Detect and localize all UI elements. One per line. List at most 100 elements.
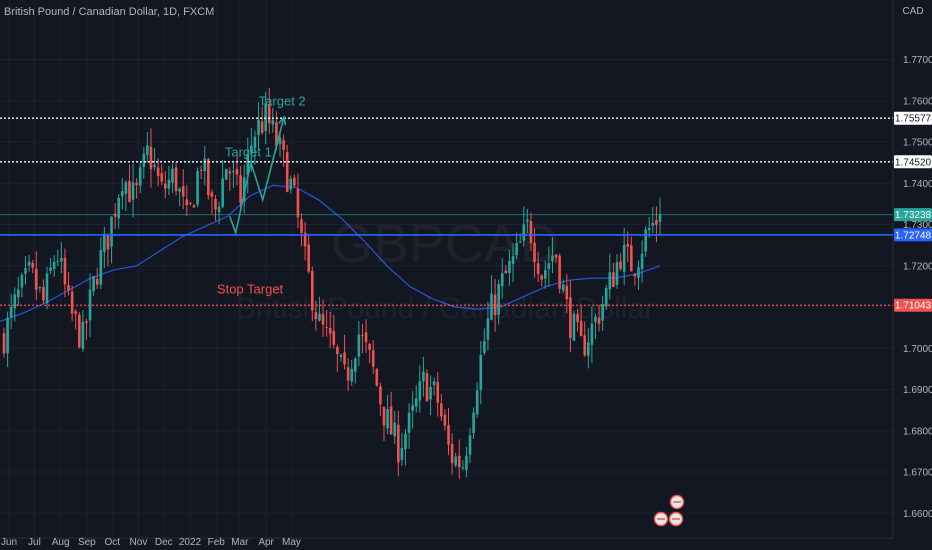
candle-body <box>325 327 328 329</box>
currency-label: CAD <box>902 6 923 17</box>
time-axis[interactable]: Jun Jul Aug Sep Oct Nov Dec 2022 Feb Mar Apr May <box>0 537 893 548</box>
candle-body <box>106 233 110 250</box>
candle-body <box>579 320 583 337</box>
candle-body <box>260 121 264 133</box>
price-badge <box>894 111 932 125</box>
price-tick-label: 1.76000 <box>903 96 932 107</box>
candle-body <box>181 186 185 197</box>
candlestick-series <box>2 87 662 480</box>
candle-body <box>63 257 67 285</box>
candle-body <box>529 221 533 244</box>
annotation-target-2: Target 2 <box>259 94 306 109</box>
candle-body <box>217 206 221 213</box>
candle-body <box>321 314 325 325</box>
candle-body <box>422 371 425 382</box>
candle-body <box>543 270 547 279</box>
horizontal-levels[interactable] <box>0 117 893 306</box>
candle-body <box>271 120 275 125</box>
candle-body <box>397 424 400 463</box>
candle-body <box>576 314 579 322</box>
candle-body <box>443 414 447 426</box>
candle-body <box>9 306 13 318</box>
watermark-name: British Pound / Canadian Dollar <box>236 292 655 325</box>
time-tick-label: Aug <box>52 537 70 548</box>
candle-body <box>67 285 70 291</box>
candle-body <box>124 182 128 194</box>
candle-body <box>20 274 24 288</box>
price-badge-label: 1.75577 <box>895 114 932 125</box>
candle-body <box>146 145 149 155</box>
candle-body <box>242 177 246 202</box>
candle-body <box>597 317 601 324</box>
candle-body <box>296 188 300 218</box>
candle-body <box>224 168 228 180</box>
candle-body <box>393 422 397 437</box>
candle-body <box>540 275 544 280</box>
candle-body <box>27 261 31 266</box>
candle-body <box>267 103 271 124</box>
candle-body <box>189 202 192 204</box>
candle-body <box>149 146 153 170</box>
candle-body <box>199 169 203 171</box>
price-tick-label: 1.69000 <box>903 385 932 396</box>
candle-body <box>475 390 479 415</box>
candle-body <box>644 229 647 252</box>
candle-body <box>468 435 472 455</box>
candle-body <box>13 294 17 309</box>
candle-body <box>490 293 493 320</box>
candle-body <box>207 159 210 196</box>
candle-body <box>110 216 113 247</box>
candle-body <box>282 140 285 150</box>
candle-body <box>232 170 235 172</box>
candle-body <box>565 285 569 300</box>
candle-body <box>336 346 339 355</box>
candle-body <box>547 263 551 270</box>
candle-body <box>131 182 135 200</box>
candle-body <box>128 181 131 202</box>
candle-body <box>533 242 536 263</box>
candle-body <box>608 272 612 290</box>
candle-body <box>34 268 38 290</box>
candle-body <box>486 318 490 340</box>
candle-body <box>504 270 508 274</box>
time-tick-label: Mar <box>231 537 249 548</box>
candle-body <box>160 173 164 182</box>
moving-average <box>0 184 661 322</box>
candle-body <box>651 222 655 226</box>
candle-body <box>436 382 440 403</box>
candle-body <box>411 405 414 411</box>
candle-body <box>640 253 644 269</box>
candle-body <box>382 406 386 426</box>
time-tick-label: Jun <box>1 537 17 548</box>
price-badge-label: 1.73238 <box>895 210 932 221</box>
candle-body <box>228 171 232 174</box>
price-axis[interactable]: CAD 1.66000 1.67000 1.68000 1.69000 1.70000 1.… <box>892 0 932 550</box>
candle-body <box>386 409 389 429</box>
candle-body <box>307 244 310 272</box>
moving-average-line <box>0 184 661 322</box>
target-projection[interactable] <box>228 115 287 236</box>
candle-body <box>42 287 45 301</box>
annotation-stop-target: Stop Target <box>217 281 284 296</box>
candle-body <box>558 255 561 289</box>
candle-body <box>314 312 318 319</box>
candle-body <box>647 227 651 231</box>
time-tick-label: Feb <box>208 537 226 548</box>
candle-body <box>361 335 364 337</box>
price-badge-label: 1.74520 <box>895 157 932 168</box>
candle-body <box>264 103 267 132</box>
candle-body <box>583 335 587 356</box>
candle-body <box>303 232 307 247</box>
candle-body <box>630 245 633 272</box>
candle-body <box>590 323 594 345</box>
candle-body <box>483 341 486 353</box>
price-badge <box>894 208 932 222</box>
candle-body <box>479 355 483 390</box>
candle-body <box>561 284 565 291</box>
candle-body <box>450 443 454 464</box>
candle-body <box>77 314 81 348</box>
candle-body <box>239 175 242 203</box>
candle-body <box>633 273 637 277</box>
economic-event-markers[interactable] <box>653 494 685 527</box>
